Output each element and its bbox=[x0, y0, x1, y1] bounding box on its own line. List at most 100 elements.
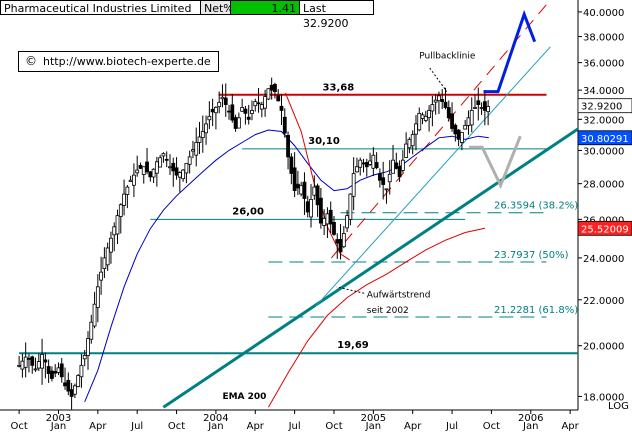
candle-body bbox=[233, 117, 238, 129]
candle-body bbox=[194, 142, 199, 156]
y-tick-label: 34.0000 bbox=[583, 86, 624, 97]
last-price: Last 32.9200 bbox=[300, 1, 373, 30]
candle-body bbox=[332, 222, 336, 235]
candle-body bbox=[118, 204, 123, 217]
candle-body bbox=[358, 159, 363, 168]
candle-body bbox=[479, 107, 484, 109]
price-badge bbox=[577, 130, 632, 146]
trendline-thin bbox=[315, 46, 551, 307]
candle-body bbox=[476, 100, 481, 105]
plot-layer bbox=[17, 0, 578, 410]
candle-body bbox=[184, 163, 189, 174]
candle-body bbox=[95, 286, 100, 308]
y-axis-label: LOG bbox=[608, 401, 629, 412]
level-label: 19,69 bbox=[337, 340, 369, 351]
annotation-label: Aufwärtstrend bbox=[367, 291, 431, 301]
candle-body bbox=[269, 84, 274, 91]
candle-body bbox=[105, 247, 110, 266]
x-tick-label: Apr bbox=[247, 421, 265, 432]
candle-body bbox=[132, 174, 136, 186]
x-tick-label: Jul bbox=[130, 421, 143, 432]
candle-body bbox=[89, 321, 94, 340]
credit-url[interactable]: http://www.biotech-experte.de bbox=[43, 55, 211, 68]
candle-body bbox=[210, 108, 215, 113]
candle-body bbox=[351, 173, 356, 197]
candle-body bbox=[250, 110, 254, 114]
candle-body bbox=[168, 166, 172, 169]
candle-body bbox=[23, 356, 28, 368]
candle-body bbox=[92, 303, 97, 327]
level-label: 30,10 bbox=[308, 136, 340, 147]
candle-body bbox=[417, 112, 422, 131]
x-tick-label: Apr bbox=[89, 421, 107, 432]
x-tick-label: Jul bbox=[445, 421, 458, 432]
candle-body bbox=[473, 107, 477, 109]
forecast-v-line bbox=[469, 135, 522, 190]
x-tick-label: Oct bbox=[10, 421, 27, 432]
candle-body bbox=[309, 198, 313, 218]
candle-body bbox=[128, 179, 133, 182]
candle-body bbox=[381, 177, 386, 185]
y-tick-label: 30.0000 bbox=[583, 146, 624, 157]
candle-body bbox=[459, 131, 464, 143]
candle-body bbox=[191, 149, 195, 152]
candle-body bbox=[486, 106, 491, 113]
candle-body bbox=[440, 99, 445, 103]
candle-body bbox=[161, 153, 166, 157]
candle-body bbox=[423, 115, 428, 121]
candle-body bbox=[33, 368, 38, 371]
candle-body bbox=[361, 162, 366, 165]
candle-body bbox=[27, 357, 31, 360]
candle-body bbox=[256, 102, 261, 105]
candle-body bbox=[181, 169, 186, 180]
candle-body bbox=[86, 338, 90, 356]
candle-body bbox=[240, 107, 245, 112]
candle-body bbox=[315, 185, 320, 206]
candle-body bbox=[482, 101, 487, 111]
candle-body bbox=[279, 105, 284, 111]
candle-body bbox=[397, 166, 402, 178]
price-badge-value: 30.80291 bbox=[581, 134, 629, 145]
y-tick-label: 32.0000 bbox=[583, 115, 624, 126]
candle-body bbox=[69, 389, 74, 397]
candle-body bbox=[204, 123, 208, 134]
candle-body bbox=[135, 169, 140, 174]
candle-body bbox=[138, 164, 143, 169]
net-label: Net% bbox=[201, 1, 234, 15]
last-label: Last bbox=[303, 2, 326, 15]
candle-body bbox=[364, 162, 369, 168]
candle-body bbox=[466, 117, 471, 126]
candle-body bbox=[20, 360, 25, 370]
annotation-label: EMA 200 bbox=[222, 392, 266, 402]
x-tick-label: Jan bbox=[207, 421, 223, 432]
annotation-label: Pullbacklinie bbox=[419, 52, 476, 62]
resistance-label: 33,68 bbox=[323, 83, 355, 94]
candle-body bbox=[102, 257, 107, 269]
fib-label: 21.2281 (61.8%) bbox=[494, 305, 578, 316]
candle-body bbox=[263, 96, 268, 109]
candle-body bbox=[394, 162, 399, 169]
candle-body bbox=[453, 124, 458, 135]
x-tick-label: Apr bbox=[404, 421, 422, 432]
candle-body bbox=[66, 379, 71, 392]
candle-body bbox=[17, 364, 22, 367]
x-tick-label: Jan bbox=[522, 421, 538, 432]
candle-body bbox=[266, 88, 271, 100]
credit-box: © http://www.biotech-experte.de bbox=[18, 51, 219, 72]
candle-body bbox=[273, 84, 277, 92]
candle-body bbox=[46, 366, 51, 374]
candle-body bbox=[341, 233, 346, 248]
x-tick-label: Oct bbox=[325, 421, 342, 432]
candle-body bbox=[407, 138, 412, 149]
candle-body bbox=[328, 209, 333, 225]
candle-body bbox=[456, 129, 461, 140]
annotation-pointer bbox=[336, 286, 365, 294]
y-tick-label: 20.0000 bbox=[583, 342, 624, 353]
year-label: 2004 bbox=[203, 413, 228, 424]
candle-body bbox=[145, 161, 149, 173]
candle-body bbox=[214, 107, 218, 114]
candle-body bbox=[312, 186, 317, 196]
candle-body bbox=[335, 239, 340, 244]
candle-body bbox=[148, 171, 153, 178]
